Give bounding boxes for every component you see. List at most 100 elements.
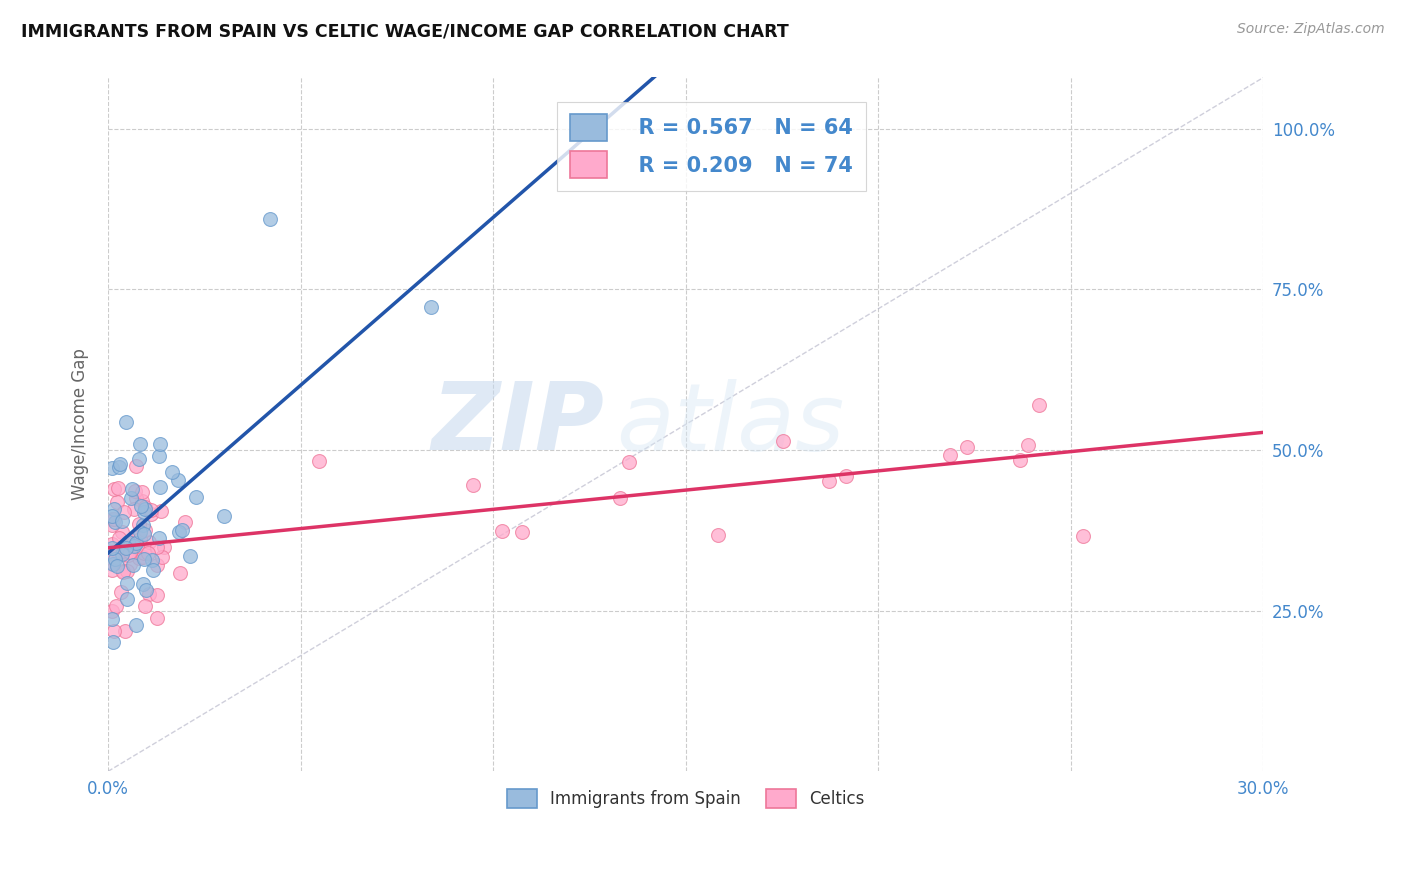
Point [131, 499, 153, 513]
Point [103, 502, 125, 516]
Point [117, 535, 139, 549]
Text: IMMIGRANTS FROM SPAIN VS CELTIC WAGE/INCOME GAP CORRELATION CHART: IMMIGRANTS FROM SPAIN VS CELTIC WAGE/INC… [21, 22, 789, 40]
Point [103, 482, 125, 496]
Point [101, 555, 124, 569]
Point [512, 524, 534, 539]
Point [938, 448, 960, 462]
Point [132, 517, 155, 532]
Point [101, 460, 124, 475]
Point [420, 300, 443, 314]
Point [108, 460, 131, 475]
Point [101, 635, 124, 649]
Point [111, 524, 134, 539]
Point [122, 558, 145, 572]
Point [1010, 453, 1032, 467]
Point [118, 545, 141, 559]
Point [145, 588, 167, 602]
Point [173, 515, 195, 529]
Point [108, 547, 131, 561]
Point [101, 563, 124, 577]
Point [115, 541, 138, 556]
Point [148, 449, 170, 463]
Point [138, 587, 160, 601]
Point [105, 559, 128, 574]
Point [149, 504, 172, 518]
Point [114, 624, 136, 638]
Point [132, 546, 155, 560]
Point [114, 415, 136, 429]
Point [125, 618, 148, 632]
Point [101, 604, 124, 618]
Point [121, 483, 143, 497]
Point [103, 624, 125, 639]
Text: atlas: atlas [616, 379, 845, 470]
Point [117, 576, 139, 591]
Point [129, 532, 152, 546]
Point [169, 566, 191, 581]
Point [115, 591, 138, 606]
Point [153, 540, 176, 554]
Point [134, 500, 156, 514]
Point [146, 611, 169, 625]
Point [104, 515, 127, 529]
Point [491, 524, 513, 539]
Point [115, 565, 138, 579]
Point [128, 437, 150, 451]
Point [103, 512, 125, 526]
Point [101, 541, 124, 555]
Point [169, 525, 191, 540]
Point [111, 548, 134, 562]
Point [101, 557, 124, 571]
Point [956, 440, 979, 454]
Point [101, 537, 124, 551]
Text: Source: ZipAtlas.com: Source: ZipAtlas.com [1237, 22, 1385, 37]
Point [108, 457, 131, 471]
Point [162, 465, 184, 479]
Point [124, 484, 146, 499]
Point [112, 565, 135, 579]
Text: ZIP: ZIP [432, 378, 605, 470]
Point [107, 481, 129, 495]
Point [118, 545, 141, 559]
Point [127, 530, 149, 544]
Point [117, 548, 139, 562]
Point [101, 517, 124, 532]
Point [122, 501, 145, 516]
Point [138, 534, 160, 549]
Point [125, 491, 148, 506]
Point [609, 491, 631, 506]
Point [170, 523, 193, 537]
Point [131, 484, 153, 499]
Point [150, 550, 173, 565]
Point [139, 503, 162, 517]
Point [146, 540, 169, 554]
Point [818, 474, 841, 488]
Point [128, 550, 150, 565]
Point [136, 546, 159, 560]
Point [131, 494, 153, 508]
Point [179, 549, 201, 563]
Point [128, 451, 150, 466]
Point [128, 516, 150, 531]
Point [101, 612, 124, 626]
Point [259, 211, 281, 226]
Point [122, 536, 145, 550]
Legend: Immigrants from Spain, Celtics: Immigrants from Spain, Celtics [501, 782, 872, 815]
Point [308, 454, 330, 468]
Point [141, 553, 163, 567]
Point [101, 512, 124, 526]
Point [125, 539, 148, 553]
Point [107, 531, 129, 545]
Point [461, 477, 484, 491]
Point [134, 523, 156, 537]
Point [101, 548, 124, 562]
Point [112, 564, 135, 578]
Y-axis label: Wage/Income Gap: Wage/Income Gap [72, 349, 89, 500]
Point [706, 528, 728, 542]
Point [132, 526, 155, 541]
Point [1028, 398, 1050, 412]
Point [148, 531, 170, 545]
Point [104, 551, 127, 566]
Point [1071, 529, 1094, 543]
Point [134, 599, 156, 614]
